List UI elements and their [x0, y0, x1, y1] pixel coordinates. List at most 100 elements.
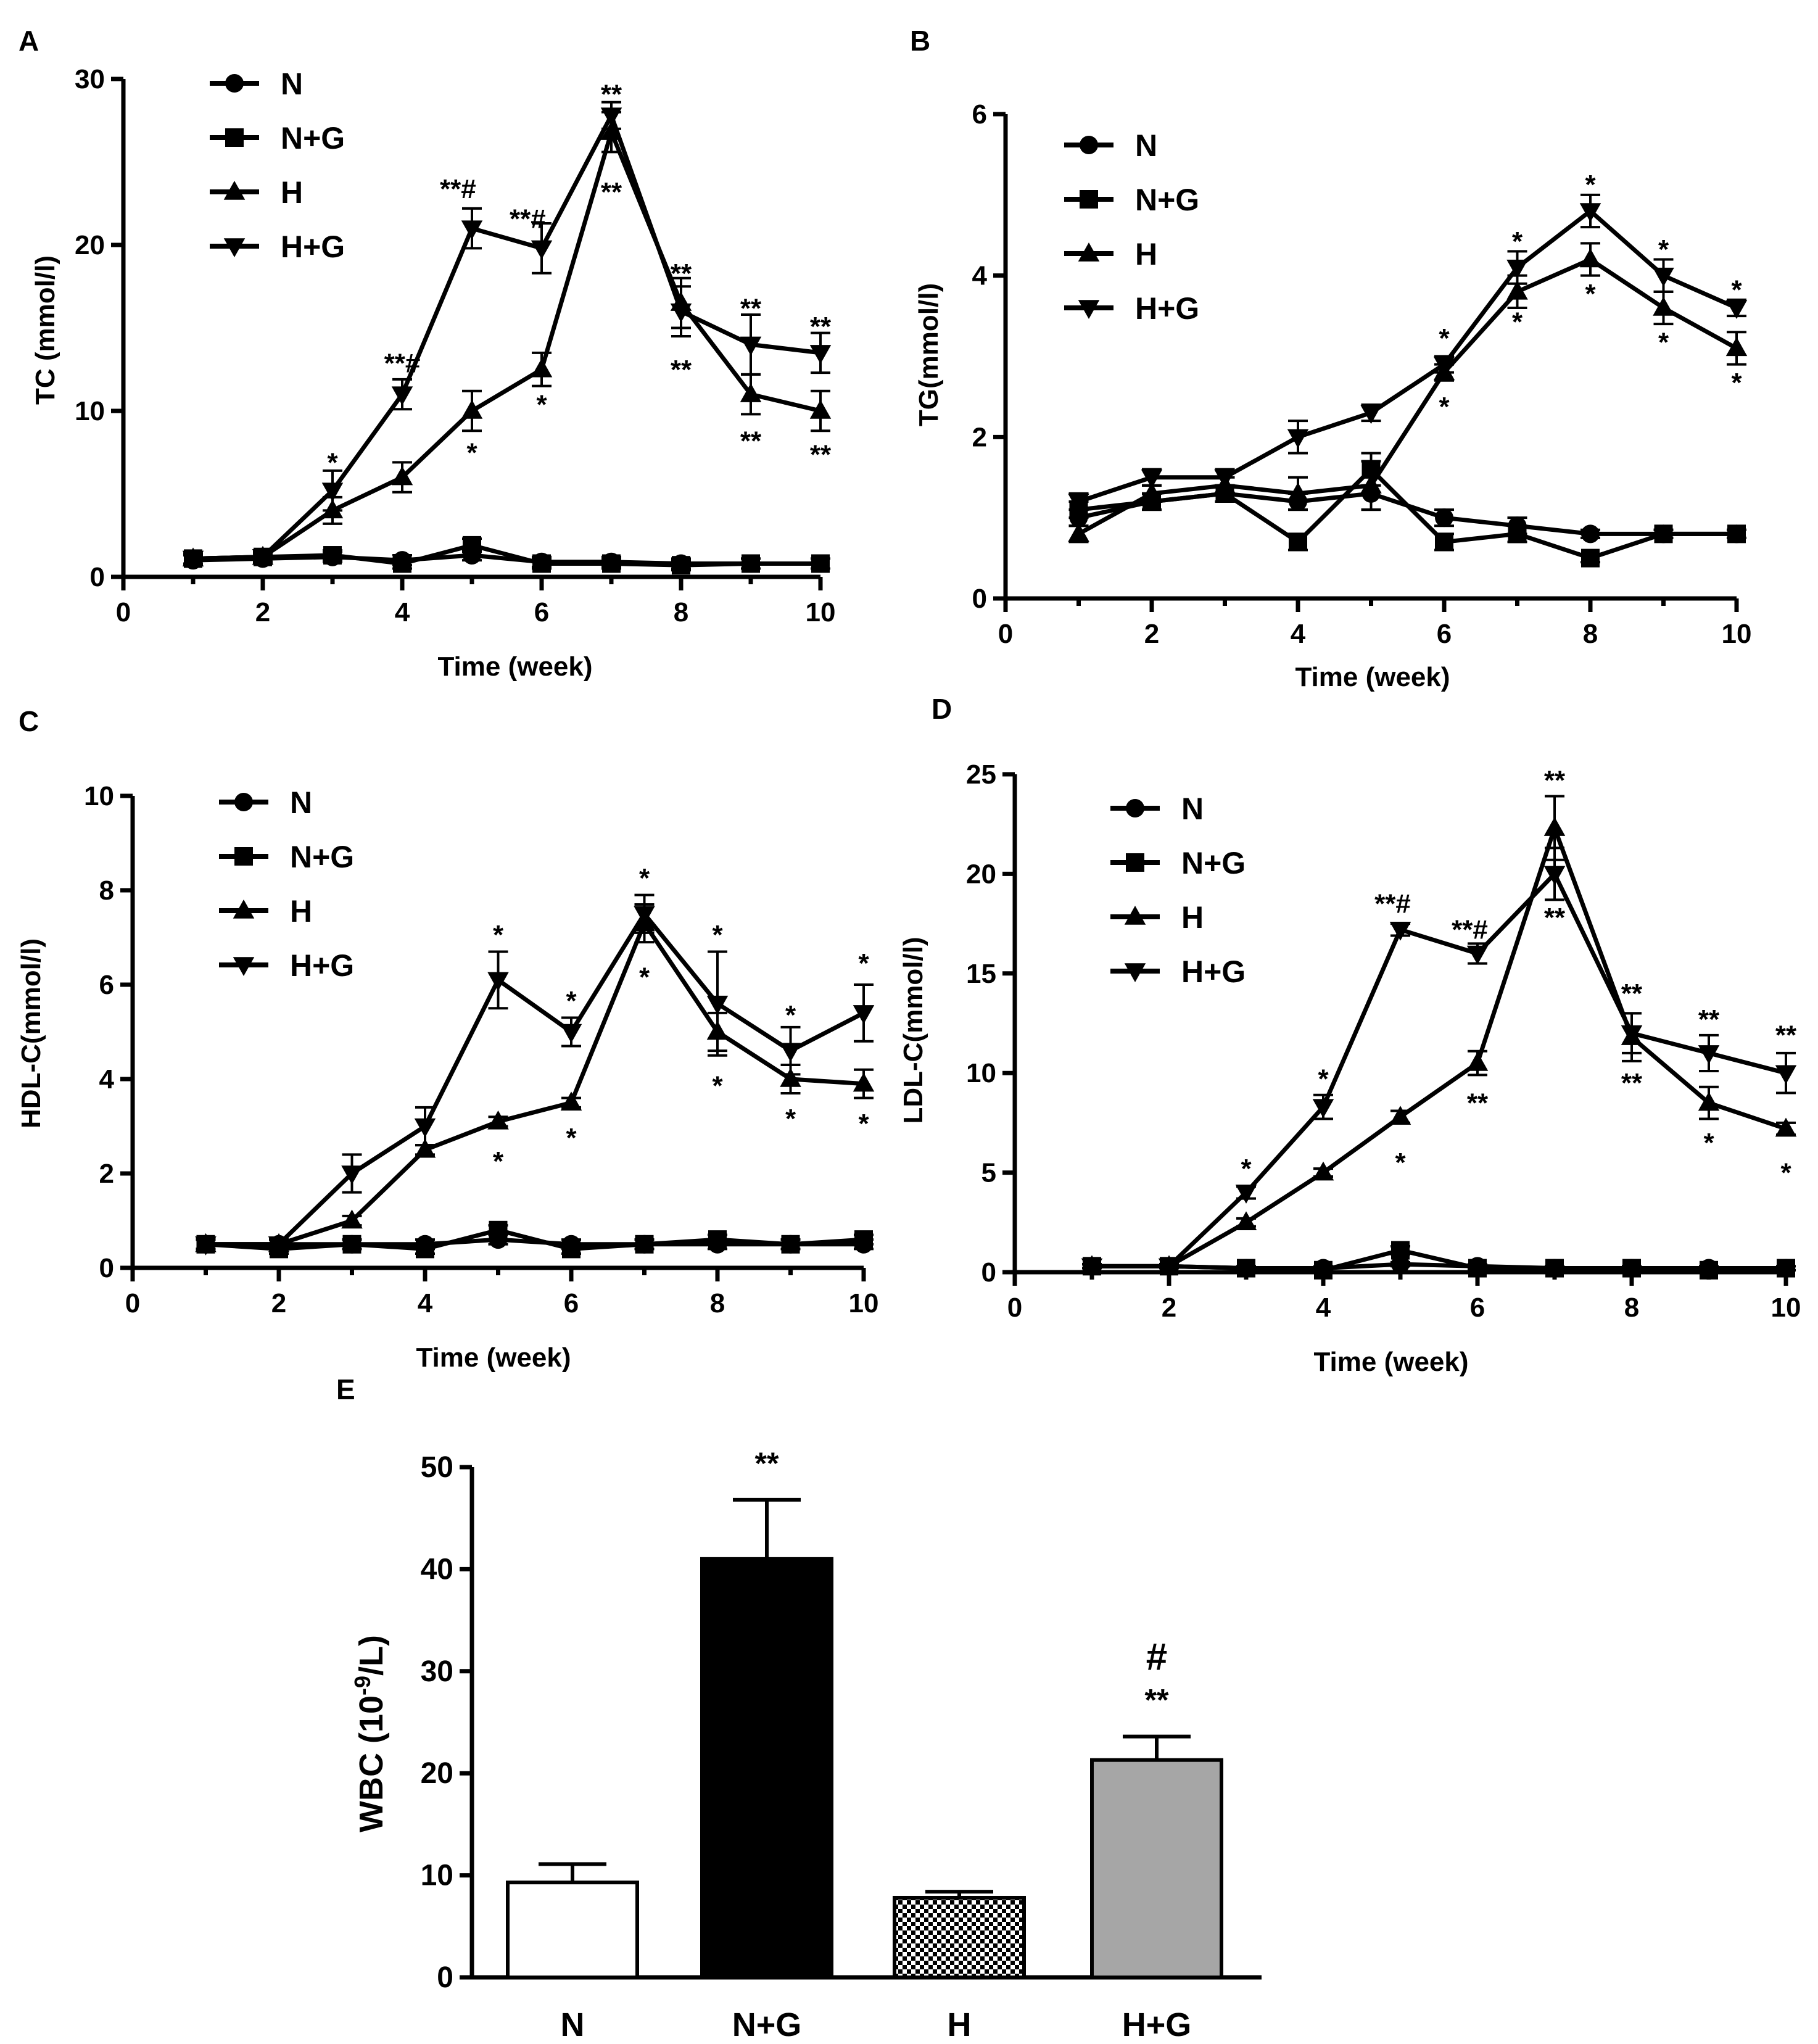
significance-label: *	[466, 438, 477, 468]
data-point	[1235, 1211, 1257, 1231]
data-point	[1543, 866, 1566, 885]
legend-marker	[223, 181, 246, 200]
data-point	[532, 554, 551, 573]
data-point	[1698, 1045, 1720, 1064]
significance-label: **	[740, 294, 762, 324]
y-tick-label: 10	[966, 1058, 996, 1088]
significance-label: **	[601, 177, 622, 207]
y-tick-label: 6	[99, 970, 114, 1000]
legend-marker	[1080, 136, 1098, 154]
significance-label: **#	[440, 174, 476, 204]
x-axis-title-c: Time (week)	[416, 1343, 571, 1373]
data-point	[182, 550, 204, 570]
data-point	[1654, 524, 1673, 544]
significance-label: *	[858, 948, 869, 979]
y-tick-label: 0	[437, 1961, 453, 1994]
x-tick-label: 8	[710, 1288, 725, 1318]
data-point	[1621, 1025, 1643, 1045]
data-point	[740, 383, 762, 402]
series-N+G	[1082, 1241, 1796, 1280]
significance-label: **#	[1374, 889, 1411, 919]
panel-e: E 0 10 20 30 40 50 N N+G ** H H+G ** # WBC (10-9/L)	[336, 1373, 1262, 2043]
data-point	[1581, 548, 1600, 568]
significance-label: **	[740, 426, 762, 457]
data-point	[463, 536, 481, 555]
significance-label: *	[1512, 226, 1523, 257]
significance-label: **	[601, 80, 622, 110]
significance-label: *	[712, 1071, 723, 1101]
data-point	[780, 1068, 801, 1087]
significance-label: *	[493, 920, 504, 950]
x-tick-label: 0	[125, 1288, 140, 1318]
legend-marker	[234, 847, 253, 866]
data-point	[1775, 1117, 1797, 1137]
data-point	[1725, 337, 1748, 357]
series-line	[192, 113, 821, 561]
x-tick-label: 2	[271, 1288, 286, 1318]
legend-marker	[225, 74, 244, 93]
y-tick-label: 6	[972, 99, 987, 130]
plot-area-e: 0 10 20 30 40 50 N N+G ** H H+G ** #	[421, 1446, 1262, 2043]
legend-label: H+G	[281, 230, 345, 264]
y-tick-label: 15	[966, 959, 996, 989]
legend-label: N+G	[1135, 183, 1199, 217]
data-point	[531, 358, 553, 378]
significance-label: **	[1544, 903, 1566, 933]
series-H	[1068, 242, 1748, 544]
y-axis-title-e: WBC (10-9/L)	[350, 1635, 390, 1832]
significance-label: *	[1658, 327, 1669, 357]
x-tick-label: 4	[1316, 1293, 1331, 1323]
data-point	[1287, 429, 1309, 449]
legend-label: H	[281, 175, 303, 210]
panel-letter-a: A	[19, 25, 39, 57]
data-point	[414, 1118, 436, 1138]
significance-label: *	[1439, 392, 1450, 422]
data-point	[268, 1236, 290, 1256]
data-point	[1777, 1259, 1795, 1278]
data-point	[1545, 1259, 1564, 1278]
data-point	[1433, 356, 1455, 376]
significance-label: **	[1775, 1020, 1797, 1051]
panel-b: B 0 2 4 6 0 2 4 6 8 10 N N+G H H+G * * * * * * * * * * TG(mmol/…	[910, 25, 1751, 692]
significance-label: **	[1621, 1068, 1643, 1098]
bar-N	[506, 1881, 639, 1979]
data-point	[323, 546, 342, 565]
x-axis-title-d: Time (week)	[1313, 1347, 1468, 1377]
significance-label: **#	[384, 348, 421, 378]
data-point	[393, 554, 411, 573]
data-point	[487, 972, 509, 991]
data-point	[635, 1235, 654, 1254]
y-tick-label: 0	[981, 1257, 996, 1288]
series-line	[1078, 467, 1737, 561]
y-tick-label: 40	[421, 1553, 453, 1586]
significance-label: *	[566, 1123, 577, 1153]
data-point	[602, 554, 621, 573]
legend-marker	[1080, 190, 1098, 209]
series-line	[205, 1237, 864, 1247]
x-tick-label: 0	[1007, 1293, 1022, 1323]
data-point	[341, 1165, 363, 1185]
legend-label: H+G	[1181, 954, 1246, 989]
legend-marker	[1126, 799, 1144, 817]
series-N	[1068, 476, 1746, 544]
data-point	[321, 482, 344, 502]
data-point	[560, 1024, 582, 1043]
legend-marker	[1126, 853, 1144, 872]
data-point	[461, 220, 483, 240]
legend-label: H	[290, 894, 312, 929]
legend-label: H+G	[290, 948, 354, 983]
data-point	[1314, 1260, 1333, 1280]
legend-marker	[233, 900, 255, 919]
data-point	[1508, 524, 1527, 544]
x-tick-label: 6	[1437, 619, 1452, 649]
y-tick-label: 10	[84, 781, 114, 811]
series-H+G	[182, 101, 832, 570]
data-point	[1653, 267, 1674, 287]
data-point	[634, 906, 655, 925]
y-tick-label: 25	[966, 759, 996, 790]
data-point	[341, 1209, 363, 1229]
data-point	[853, 1005, 875, 1024]
